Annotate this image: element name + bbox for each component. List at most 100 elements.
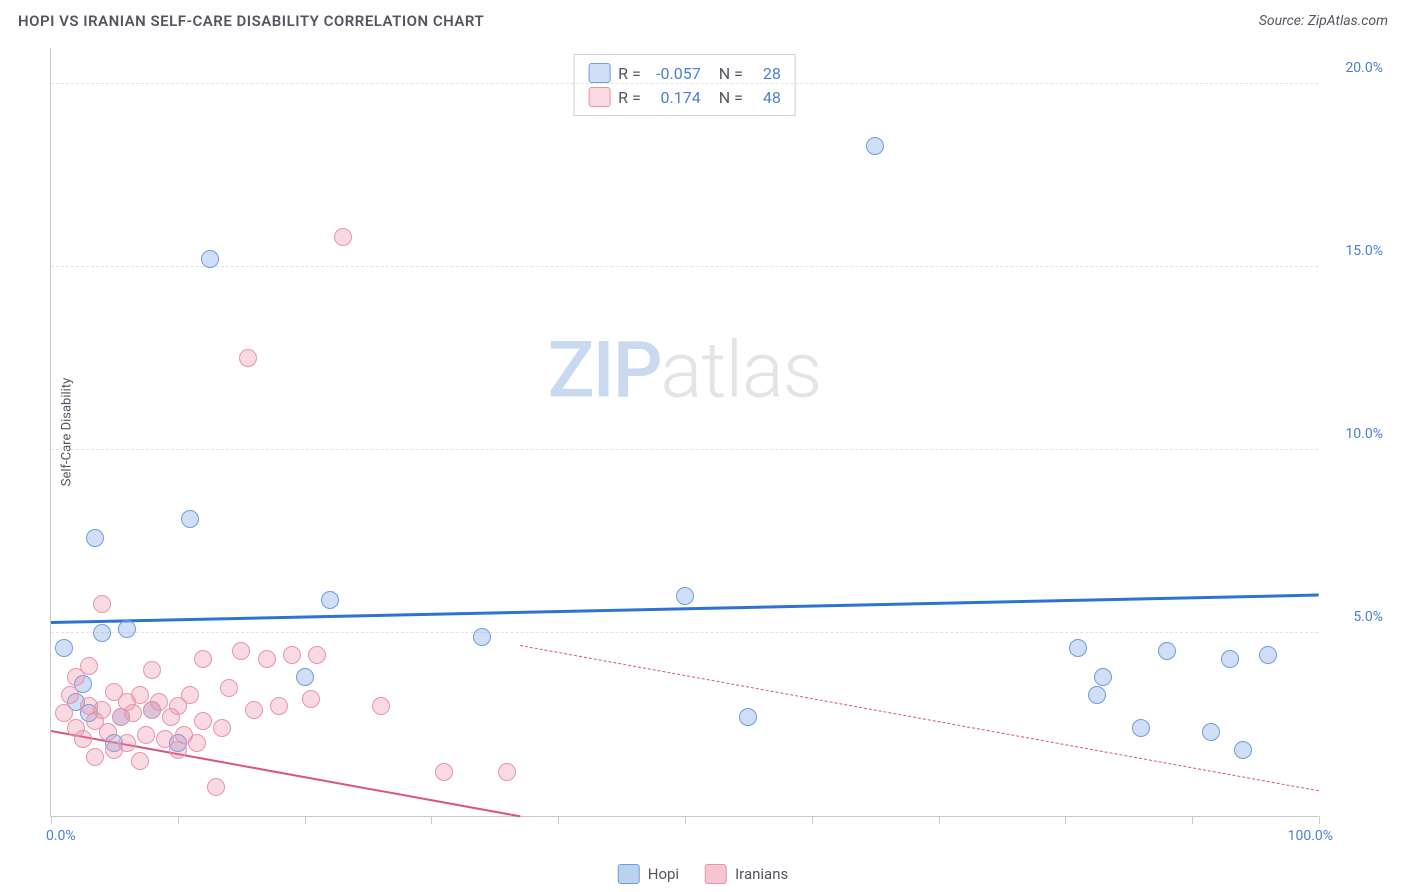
data-point [55, 639, 73, 657]
data-point [283, 646, 301, 664]
data-point [270, 697, 288, 715]
data-point [232, 642, 250, 660]
data-point [498, 763, 516, 781]
r-value: 0.174 [649, 88, 701, 107]
data-point [372, 697, 390, 715]
data-point [1088, 686, 1106, 704]
data-point [1221, 650, 1239, 668]
source-attribution: Source: ZipAtlas.com [1259, 13, 1388, 29]
legend-item: Iranians [705, 864, 788, 884]
data-point [1132, 719, 1150, 737]
x-tick [1192, 816, 1193, 824]
data-point [1094, 668, 1112, 686]
watermark-atlas: atlas [661, 325, 822, 416]
chart-title: HOPI VS IRANIAN SELF-CARE DISABILITY COR… [18, 12, 484, 30]
data-point [435, 763, 453, 781]
data-point [61, 686, 79, 704]
data-point [201, 250, 219, 268]
data-point [207, 778, 225, 796]
y-tick-label: 20.0% [1345, 60, 1383, 76]
y-axis-label: Self-Care Disability [60, 378, 75, 486]
data-point [131, 686, 149, 704]
x-axis-start-label: 0.0% [46, 828, 76, 844]
data-point [676, 587, 694, 605]
x-tick [1319, 816, 1320, 824]
n-value: 48 [751, 88, 781, 107]
data-point [118, 734, 136, 752]
data-point [213, 719, 231, 737]
data-point [739, 708, 757, 726]
n-value: 28 [751, 64, 781, 83]
data-point [93, 595, 111, 613]
plot-area: Self-Care Disability ZIPatlas R = -0.057 N… [50, 48, 1318, 817]
data-point [1069, 639, 1087, 657]
data-point [220, 679, 238, 697]
data-point [473, 628, 491, 646]
y-tick-label: 10.0% [1345, 426, 1383, 442]
data-point [55, 704, 73, 722]
x-tick [558, 816, 559, 824]
data-point [86, 529, 104, 547]
data-point [150, 693, 168, 711]
data-point [1202, 723, 1220, 741]
data-point [93, 624, 111, 642]
r-label: R = [618, 88, 641, 107]
data-point [118, 620, 136, 638]
data-point [321, 591, 339, 609]
data-point [1234, 741, 1252, 759]
data-point [131, 752, 149, 770]
chart-container: Self-Care Disability ZIPatlas R = -0.057 N… [50, 48, 1388, 837]
legend-label: Hopi [648, 865, 679, 883]
legend-swatch [618, 864, 640, 884]
data-point [86, 748, 104, 766]
data-point [194, 712, 212, 730]
data-point [188, 734, 206, 752]
data-point [181, 686, 199, 704]
data-point [93, 701, 111, 719]
legend-item: Hopi [618, 864, 679, 884]
x-tick [812, 816, 813, 824]
r-value: -0.057 [649, 64, 701, 83]
data-point [137, 726, 155, 744]
trend-line [520, 645, 1319, 791]
x-tick [685, 816, 686, 824]
data-point [74, 730, 92, 748]
stats-row: R = 0.174 N = 48 [588, 85, 781, 109]
grid-line [51, 449, 1318, 450]
legend-label: Iranians [735, 865, 788, 883]
x-tick [305, 816, 306, 824]
series-swatch [588, 63, 610, 83]
x-tick [178, 816, 179, 824]
data-point [1158, 642, 1176, 660]
data-point [239, 349, 257, 367]
n-label: N = [719, 64, 743, 83]
data-point [302, 690, 320, 708]
r-label: R = [618, 64, 641, 83]
stats-row: R = -0.057 N = 28 [588, 61, 781, 85]
data-point [258, 650, 276, 668]
correlation-stats-box: R = -0.057 N = 28 R = 0.174 N = 48 [573, 54, 796, 116]
x-tick [939, 816, 940, 824]
legend-swatch [705, 864, 727, 884]
data-point [308, 646, 326, 664]
grid-line [51, 83, 1318, 84]
x-axis-end-label: 100.0% [1288, 828, 1333, 844]
series-swatch [588, 87, 610, 107]
grid-line [51, 632, 1318, 633]
data-point [245, 701, 263, 719]
data-point [866, 137, 884, 155]
data-point [194, 650, 212, 668]
data-point [124, 704, 142, 722]
grid-line [51, 266, 1318, 267]
data-point [181, 510, 199, 528]
data-point [296, 668, 314, 686]
y-tick-label: 5.0% [1353, 609, 1383, 625]
series-legend: Hopi Iranians [618, 864, 788, 884]
data-point [99, 723, 117, 741]
watermark: ZIPatlas [548, 325, 822, 416]
x-tick [1065, 816, 1066, 824]
data-point [1259, 646, 1277, 664]
y-tick-label: 15.0% [1345, 243, 1383, 259]
data-point [80, 657, 98, 675]
n-label: N = [719, 88, 743, 107]
